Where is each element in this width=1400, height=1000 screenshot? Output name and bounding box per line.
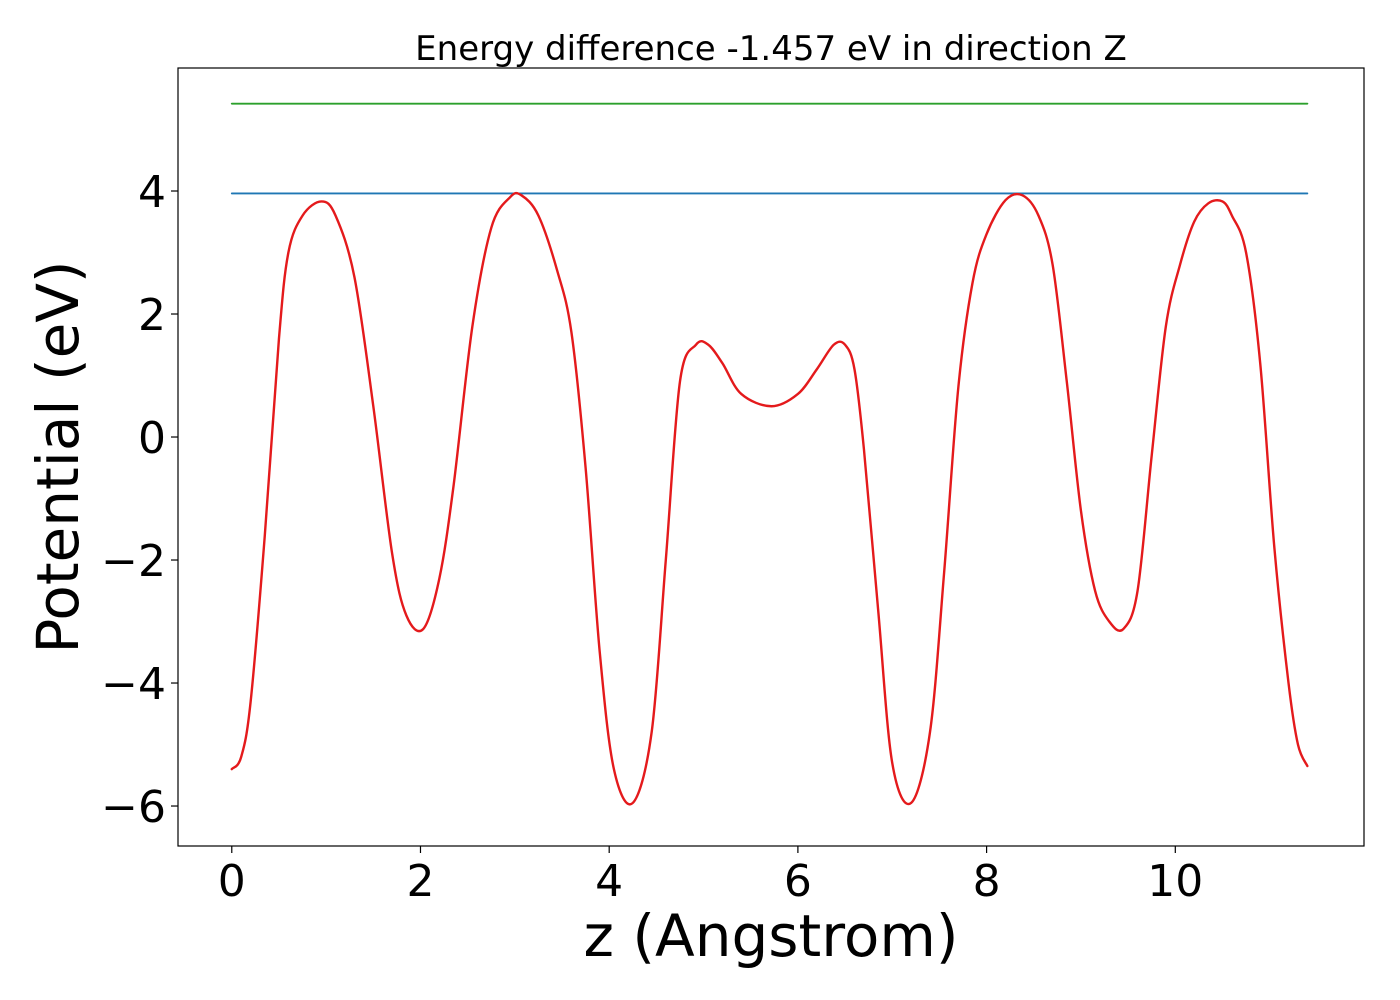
x-axis-label: z (Angstrom) [584, 902, 959, 970]
x-tick-label: 2 [406, 856, 434, 907]
x-tick-label: 8 [973, 856, 1001, 907]
y-tick-label: −4 [101, 659, 166, 710]
x-tick-label: 4 [595, 856, 623, 907]
plot-background [178, 68, 1364, 846]
y-tick-label: −2 [101, 536, 166, 587]
y-tick-label: 0 [138, 413, 166, 464]
chart-title: Energy difference -1.457 eV in direction… [415, 29, 1127, 69]
y-axis-label: Potential (eV) [24, 260, 92, 653]
x-tick-label: 0 [218, 856, 246, 907]
plot-frame [177, 67, 1365, 847]
y-tick-label: −6 [101, 782, 166, 833]
x-axis: 0 2 4 6 8 10 [218, 846, 1203, 907]
series-layer [230, 102, 1309, 806]
x-tick-label: 10 [1147, 856, 1203, 907]
x-tick-label: 6 [784, 856, 812, 907]
potential-curve [230, 191, 1309, 806]
y-tick-label: 4 [138, 167, 166, 218]
y-axis: −6 −4 −2 0 2 4 [101, 167, 178, 833]
y-tick-label: 2 [138, 290, 166, 341]
